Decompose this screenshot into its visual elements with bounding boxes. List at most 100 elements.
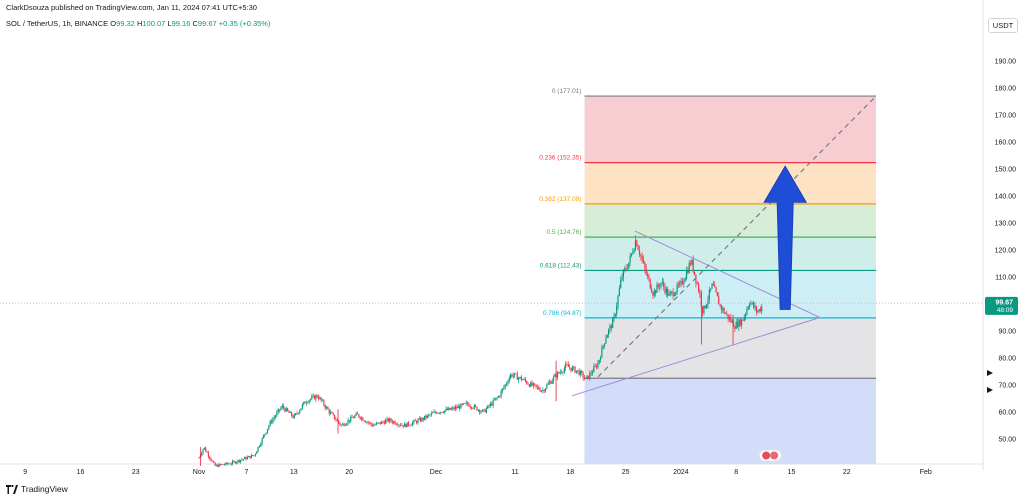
candle-body-253 [538,387,540,390]
candle-body-314 [620,279,622,289]
candle-body-76 [300,408,302,411]
candle-body-101 [334,414,336,420]
candle-body-313 [618,288,620,296]
candle-body-386 [716,292,718,297]
candle-body-361 [683,281,685,284]
candle-body-56 [273,417,275,420]
candle-body-398 [732,321,735,327]
candle-body-379 [707,299,709,305]
candle-body-247 [530,382,532,387]
candle-body-89 [317,397,320,399]
candle-body-183 [444,410,446,413]
candle-body-223 [497,396,500,398]
candle-body-299 [599,357,602,360]
candle-body-104 [338,420,340,423]
candle-body-351 [669,292,671,294]
fib-label-0.5: 0.5 (124.76) [546,229,581,236]
price-axis: 50.0060.0070.0080.0090.00100.00110.00120… [995,59,1017,444]
candle-body-278 [571,367,573,371]
candle-body-123 [363,420,365,422]
candle-body-135 [379,422,381,424]
candle-body-168 [424,415,426,420]
candle-body-170 [426,415,428,418]
candle-body-340 [655,290,657,293]
candle-body-87 [315,395,317,400]
candle-body-382 [711,283,713,289]
candle-body-378 [706,304,708,309]
time-tick-label: Nov [193,469,206,476]
time-tick-label: 22 [843,469,851,476]
candle-body-68 [289,412,291,413]
currency-button[interactable]: USDT [988,18,1018,33]
candle-body-259 [546,384,548,389]
fib-label-0.786: 0.786 (94.87) [543,310,582,317]
candle-body-394 [727,314,729,320]
candle-body-346 [663,282,665,287]
time-tick-label: 11 [511,469,518,476]
time-tick-label: 9 [23,469,27,476]
candle-body-218 [491,403,493,406]
candle-body-157 [409,425,411,426]
candle-body-322 [630,253,633,256]
candle-body-114 [351,416,353,418]
candle-body-11 [213,461,215,463]
candle-body-35 [245,457,247,460]
candle-body-193 [457,406,459,409]
candle-body-298 [598,359,600,364]
candle-body-198 [464,403,466,404]
candle-body-220 [493,399,496,401]
candle-body-106 [340,424,342,426]
candles [198,235,763,468]
candle-body-248 [531,382,533,386]
candle-body-23 [229,463,231,465]
candle-body-275 [567,364,569,367]
fib-label-0.618: 0.618 (112.43) [540,262,582,269]
candle-body-332 [644,262,646,269]
candle-body-20 [225,462,227,465]
candle-body-384 [714,285,716,288]
candle-body-63 [283,405,285,409]
candle-body-22 [227,463,230,465]
candle-body-141 [387,418,389,422]
symbol-label[interactable]: SOL / TetherUS, 1h, BINANCE [6,19,109,28]
candle-body-158 [410,424,412,426]
candle-body-249 [532,383,535,386]
candle-body-357 [677,284,680,286]
candle-body-317 [624,268,626,270]
candle-body-42 [254,453,257,456]
candle-body-84 [311,396,313,400]
candle-body-290 [587,375,590,379]
candle-body-86 [313,395,316,400]
candle-body-78 [303,401,305,405]
candle-body-147 [395,424,398,425]
candle-body-88 [316,395,318,398]
candle-body-108 [343,423,345,426]
candle-body-246 [528,384,530,387]
candle-body-285 [581,371,583,373]
price-tick-label: 190.00 [995,59,1017,66]
time-tick-label: 23 [132,469,140,476]
candle-body-187 [449,407,451,410]
candle-body-122 [362,417,364,421]
candle-body-367 [691,259,693,265]
candle-body-32 [241,459,243,461]
time-tick-label: 25 [622,469,630,476]
candle-body-80 [305,402,308,404]
candle-body-66 [287,408,289,411]
candle-body-388 [719,304,721,306]
candle-body-117 [355,413,357,416]
candle-body-62 [281,405,283,408]
candle-body-383 [712,283,714,286]
candle-body-82 [308,400,310,403]
candle-body-37 [248,456,250,458]
candle-body-257 [543,390,545,392]
fib-zone-0.786 [584,317,877,379]
candle-body-148 [397,424,399,426]
candle-body-144 [391,421,393,423]
candle-body-137 [382,421,384,423]
candle-body-93 [323,400,325,406]
tradingview-footer[interactable]: TradingView [6,484,68,494]
candle-body-142 [389,418,391,422]
candle-body-153 [403,423,406,427]
